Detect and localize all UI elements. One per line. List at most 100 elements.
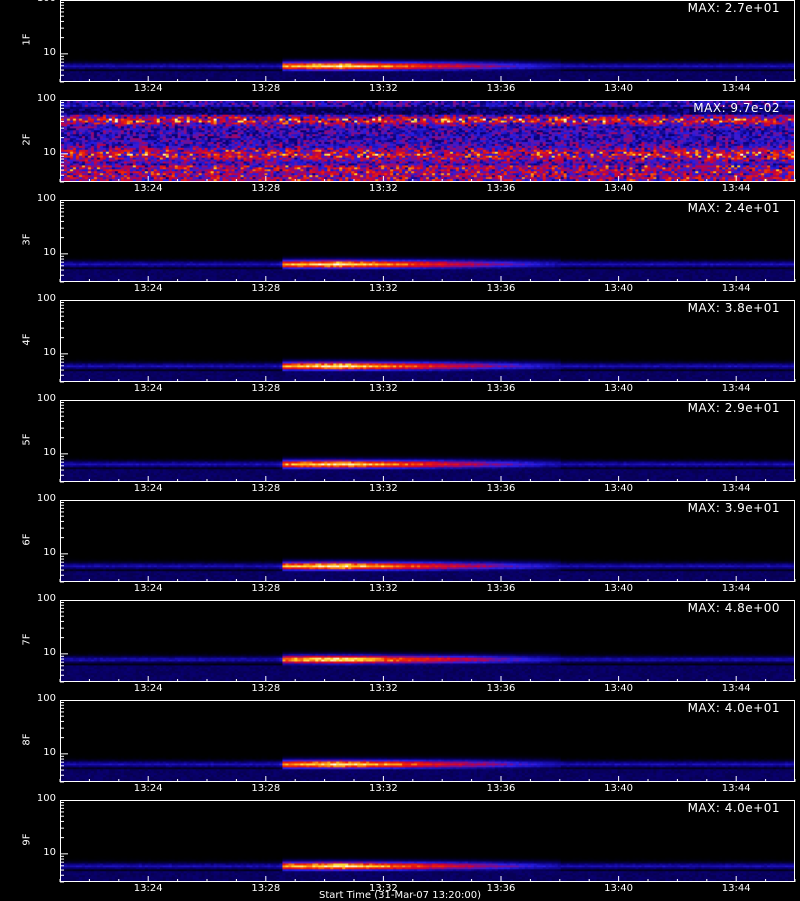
spectrogram-plot-area xyxy=(60,700,795,782)
spectrogram-panel: 100 10 13:24 13:28 13:32 13:36 13:40 13:44 1F MAX… xyxy=(0,0,800,100)
x-tick-label: 13:28 xyxy=(251,483,281,494)
y-tick-label: 100 xyxy=(36,393,56,404)
panel-label: 1F xyxy=(21,33,33,46)
spectrogram-heatmap xyxy=(61,501,794,581)
x-tick-label: 13:40 xyxy=(604,83,633,94)
y-tick-label: 10 xyxy=(43,446,56,458)
panel-max-annotation: MAX: 3.8e+01 xyxy=(687,301,780,315)
x-tick-label: 13:40 xyxy=(604,683,633,694)
y-tick-label: 10 xyxy=(43,346,56,358)
y-tick-label: 10 xyxy=(43,246,56,258)
panel-max-annotation: MAX: 2.7e+01 xyxy=(687,1,780,15)
spectrogram-heatmap xyxy=(61,301,794,381)
spectrogram-plot-area xyxy=(60,200,795,282)
spectrogram-panel: 100 10 13:24 13:28 13:32 13:36 13:40 13:44 9F MAX… xyxy=(0,793,800,900)
x-tick-label: 13:36 xyxy=(486,583,516,594)
x-tick-label: 13:40 xyxy=(604,483,633,494)
panel-label: 5F xyxy=(21,433,33,446)
y-tick-label: 100 xyxy=(28,0,56,4)
panel-axes xyxy=(59,300,796,383)
x-tick-label: 13:24 xyxy=(133,783,163,794)
panel-label: 3F xyxy=(21,233,33,246)
x-tick-label: 13:44 xyxy=(721,783,751,794)
x-tick-label: 13:24 xyxy=(133,383,163,394)
y-tick-label: 10 xyxy=(43,546,56,558)
spectrogram-heatmap xyxy=(61,101,794,181)
y-tick-label: 10 xyxy=(43,146,56,158)
x-tick-label: 13:32 xyxy=(368,683,398,694)
spectrogram-panel: 100 10 13:24 13:28 13:32 13:36 13:40 13:44 5F MAX… xyxy=(0,393,800,500)
x-tick-label: 13:32 xyxy=(368,783,398,794)
x-tick-label: 13:40 xyxy=(604,783,633,794)
x-axis-title: Start Time (31-Mar-07 13:20:00) xyxy=(318,890,482,901)
x-tick-label: 13:24 xyxy=(133,283,163,294)
x-tick-label: 13:32 xyxy=(368,283,398,294)
spectrogram-panel: 100 10 13:24 13:28 13:32 13:36 13:40 13:44 6F MAX… xyxy=(0,493,800,600)
x-tick-label: 13:44 xyxy=(721,483,751,494)
x-tick-label: 13:40 xyxy=(604,383,633,394)
panel-max-annotation: MAX: 2.9e+01 xyxy=(687,401,780,415)
x-tick-label: 13:24 xyxy=(133,83,163,94)
x-tick-label: 13:36 xyxy=(486,483,516,494)
y-tick-label: 100 xyxy=(36,93,56,104)
x-tick-label: 13:28 xyxy=(251,83,281,94)
spectrogram-plot-area xyxy=(60,800,795,882)
panel-max-annotation: MAX: 4.0e+01 xyxy=(687,701,780,715)
x-tick-label: 13:44 xyxy=(721,683,751,694)
x-tick-label: 13:24 xyxy=(133,683,163,694)
panel-label: 7F xyxy=(21,633,33,646)
x-tick-label: 13:24 xyxy=(133,583,163,594)
x-tick-label: 13:28 xyxy=(251,383,281,394)
x-tick-label: 13:40 xyxy=(604,283,633,294)
x-tick-label: 13:36 xyxy=(486,83,516,94)
x-tick-label: 13:24 xyxy=(133,183,163,194)
x-tick-label: 13:28 xyxy=(251,783,281,794)
x-tick-label: 13:28 xyxy=(251,183,281,194)
x-tick-label: 13:32 xyxy=(368,383,398,394)
x-tick-label: 13:36 xyxy=(486,383,516,394)
x-tick-label: 13:44 xyxy=(721,883,751,894)
x-tick-label: 13:44 xyxy=(721,183,751,194)
spectrogram-plot-area xyxy=(60,500,795,582)
spectrogram-plot-area xyxy=(60,400,795,482)
x-tick-label: 13:28 xyxy=(251,683,281,694)
panel-axes xyxy=(59,700,796,783)
panel-max-annotation: MAX: 4.8e+00 xyxy=(687,601,780,615)
panel-axes xyxy=(59,400,796,483)
x-tick-label: 13:44 xyxy=(721,83,751,94)
x-tick-label: 13:36 xyxy=(486,283,516,294)
spectrogram-heatmap xyxy=(61,401,794,481)
spectrogram-panel: 100 10 13:24 13:28 13:32 13:36 13:40 13:44 8F MAX… xyxy=(0,693,800,800)
y-tick-label: 100 xyxy=(36,293,56,304)
x-tick-label: 13:32 xyxy=(368,83,398,94)
x-tick-label: 13:28 xyxy=(251,583,281,594)
spectrogram-heatmap xyxy=(61,1,794,81)
x-tick-label: 13:24 xyxy=(133,483,163,494)
y-tick-label: 10 xyxy=(43,746,56,758)
panel-max-annotation: MAX: 3.9e+01 xyxy=(687,501,780,515)
spectrogram-heatmap xyxy=(61,701,794,781)
y-tick-label: 100 xyxy=(36,693,56,704)
panel-max-annotation: MAX: 4.0e+01 xyxy=(687,801,780,815)
y-tick-label: 10 xyxy=(43,46,56,58)
panel-axes xyxy=(59,500,796,583)
panel-label: 4F xyxy=(21,333,33,346)
panel-axes xyxy=(59,100,796,183)
x-tick-label: 13:40 xyxy=(604,883,633,894)
y-tick-label: 10 xyxy=(43,646,56,658)
x-tick-label: 13:24 xyxy=(133,883,163,894)
x-tick-label: 13:40 xyxy=(604,583,633,594)
x-tick-label: 13:40 xyxy=(604,183,633,194)
spectrogram-panel: 100 10 13:24 13:28 13:32 13:36 13:40 13:44 7F MAX… xyxy=(0,593,800,700)
y-tick-label: 100 xyxy=(36,793,56,804)
x-tick-label: 13:36 xyxy=(486,183,516,194)
panel-axes xyxy=(59,600,796,683)
spectrogram-panel: 100 10 13:24 13:28 13:32 13:36 13:40 13:44 2F MAX… xyxy=(0,93,800,200)
panel-label: 2F xyxy=(21,133,33,146)
x-tick-label: 13:36 xyxy=(486,883,516,894)
y-tick-label: 100 xyxy=(36,193,56,204)
panel-label: 9F xyxy=(21,833,33,846)
spectrogram-plot-area xyxy=(60,100,795,182)
x-tick-label: 13:44 xyxy=(721,583,751,594)
panel-label: 6F xyxy=(21,533,33,546)
